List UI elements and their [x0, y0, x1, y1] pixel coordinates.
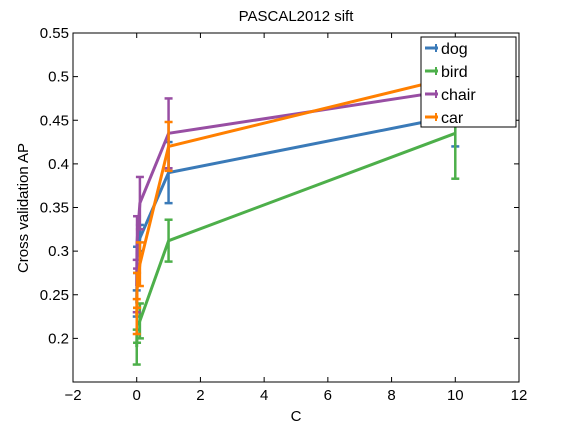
y-tick-label: 0.55 [40, 25, 69, 42]
x-tick-label: 6 [324, 387, 332, 404]
error-bar-car [164, 120, 173, 173]
y-tick-label: 0.5 [48, 69, 69, 86]
legend-label-chair: chair [441, 87, 476, 104]
x-tick-label: 4 [260, 387, 268, 404]
error-bar-chair [135, 175, 144, 231]
y-axis-label: Cross validation AP [15, 143, 32, 273]
error-bar-bird [164, 218, 173, 263]
y-tick-label: 0.35 [40, 200, 69, 217]
y-tick-label: 0.25 [40, 287, 69, 304]
chart-title: PASCAL2012 sift [239, 8, 355, 25]
error-bar-car [135, 241, 144, 288]
legend-label-dog: dog [441, 41, 468, 58]
legend-label-car: car [441, 110, 464, 127]
y-tick-label: 0.2 [48, 330, 69, 347]
x-tick-label: 0 [133, 387, 141, 404]
x-tick-label: 10 [447, 387, 464, 404]
y-tick-label: 0.4 [48, 156, 69, 173]
x-axis-label: C [291, 408, 302, 425]
y-tick-label: 0.45 [40, 112, 69, 129]
x-tick-label: 12 [511, 387, 528, 404]
legend-label-bird: bird [441, 64, 468, 81]
ticks-layer: −2 0 2 4 6 8 10 12 0.2 0.25 0.3 0.35 0.4 0.45 0.5 0.55 [40, 25, 528, 404]
y-tick-label: 0.3 [48, 243, 69, 260]
series-layer [132, 50, 460, 366]
x-tick-label: 8 [387, 387, 395, 404]
x-tick-label: 2 [196, 387, 204, 404]
legend: dog bird chair car [420, 36, 517, 128]
x-tick-label: −2 [64, 387, 81, 404]
